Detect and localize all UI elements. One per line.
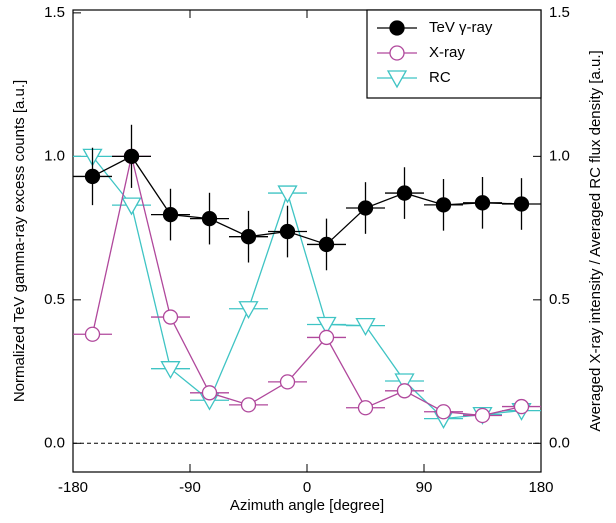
marker	[162, 309, 179, 325]
y-tick-label: 1.0	[44, 147, 65, 164]
marker	[357, 400, 374, 416]
marker	[279, 223, 296, 240]
y2-tick-label: 0.5	[549, 291, 570, 308]
marker	[513, 398, 530, 415]
x-tick-label: 90	[416, 479, 433, 496]
legend-marker	[386, 70, 408, 89]
marker	[396, 383, 413, 399]
marker	[84, 326, 101, 342]
y-tick-label: 0.0	[44, 434, 65, 451]
marker	[394, 373, 415, 392]
y-tick-label: 1.5	[44, 4, 65, 21]
marker	[240, 397, 257, 413]
x-tick-label: -90	[179, 479, 201, 496]
marker	[201, 385, 218, 401]
y2-tick-label: 1.5	[549, 4, 570, 21]
marker	[279, 374, 296, 390]
marker	[121, 197, 142, 216]
y2-axis-label: Averaged X-ray intensity / Averaged RC f…	[587, 50, 604, 431]
x-tick-label: 180	[528, 479, 553, 496]
y-axis-label: Normalized TeV gamma-ray excess counts […	[11, 80, 28, 402]
marker	[513, 196, 530, 212]
marker	[318, 236, 335, 253]
marker	[318, 329, 335, 346]
marker	[277, 185, 298, 204]
x-axis-label: Azimuth angle [degree]	[230, 497, 384, 514]
series-line	[91, 155, 522, 420]
x-tick-label: 0	[303, 479, 311, 496]
marker	[357, 200, 374, 216]
legend-label: TeV γ-ray	[429, 19, 493, 36]
legend-marker	[389, 20, 405, 36]
marker	[355, 318, 376, 336]
legend-marker	[389, 45, 405, 61]
marker	[123, 148, 140, 164]
marker	[160, 361, 181, 380]
y2-tick-label: 0.0	[549, 434, 570, 451]
marker	[474, 407, 491, 424]
marker	[435, 197, 452, 213]
y-tick-label: 0.5	[44, 291, 65, 308]
y2-tick-label: 1.0	[549, 147, 570, 164]
marker	[474, 195, 491, 211]
marker	[84, 168, 101, 185]
marker	[240, 229, 257, 245]
x-tick-label: -180	[58, 479, 88, 496]
legend-label: RC	[429, 69, 451, 86]
marker	[396, 185, 413, 201]
marker	[201, 210, 218, 227]
legend-label: X-ray	[429, 44, 465, 61]
marker	[435, 404, 452, 420]
marker	[162, 206, 179, 223]
marker	[238, 301, 259, 320]
marker	[316, 316, 337, 335]
